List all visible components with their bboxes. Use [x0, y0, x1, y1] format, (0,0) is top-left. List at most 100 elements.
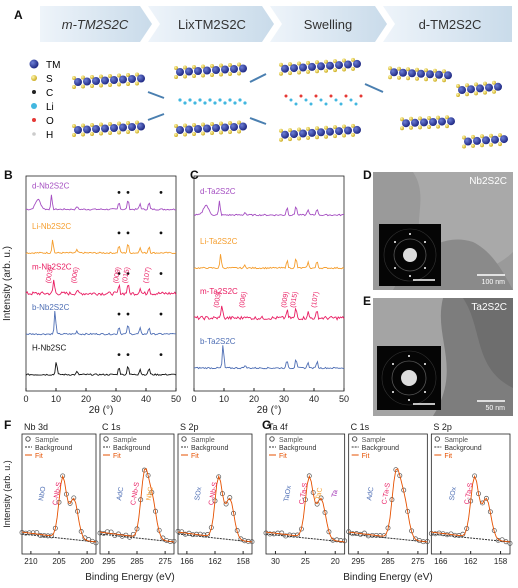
tm-atom: [438, 117, 446, 126]
spectrum-title: S 2p: [433, 422, 452, 432]
peak-marker: [117, 353, 121, 357]
data-point: [223, 501, 229, 507]
data-point: [216, 474, 222, 480]
sulfur-atom: [228, 121, 232, 125]
sulfur-atom: [418, 125, 422, 130]
sulfur-atom: [433, 77, 437, 82]
x-tick-label: 295: [102, 557, 116, 566]
data-point: [326, 529, 332, 535]
sulfur-atom: [72, 85, 76, 89]
sulfur-atom: [436, 115, 440, 120]
tm-atom: [212, 66, 220, 74]
tem-sample-label: Nb2S2C: [469, 176, 507, 187]
legend-label: Fit: [35, 453, 43, 460]
lithium-atom: [198, 98, 202, 102]
x-tick-label: 205: [52, 557, 66, 566]
tm-atom: [110, 76, 118, 84]
x-tick-label: 162: [464, 557, 478, 566]
sulfur-atom: [498, 142, 502, 147]
x-tick-label: 40: [309, 394, 319, 404]
legend-label: O: [46, 116, 54, 127]
legend-marker: [434, 436, 441, 442]
step-label: m-TM2S2C: [62, 17, 129, 32]
tm-atom: [185, 125, 193, 134]
panel-label-a: A: [14, 8, 23, 22]
lithium-atom: [213, 101, 217, 105]
sulfur-atom: [192, 74, 196, 78]
sulfur-atom: [81, 132, 85, 137]
tm-atom: [221, 65, 229, 74]
xrd-trace: [193, 254, 345, 270]
step-label: d-TM2S2C: [419, 17, 482, 32]
xrd-trace: [25, 239, 177, 255]
lithium-atom: [178, 98, 182, 102]
sulfur-atom: [442, 78, 446, 83]
peak-marker: [117, 231, 121, 235]
x-axis-label: 2θ (°): [89, 405, 114, 415]
tm-atom: [194, 125, 202, 133]
intercalant-atom: [354, 102, 358, 106]
tm-atom: [290, 130, 298, 139]
sulfur-atom: [480, 134, 484, 139]
miller-index: (015): [122, 267, 132, 284]
lithium-atom: [223, 101, 227, 105]
tm-atom: [317, 128, 325, 137]
x-tick-label: 10: [219, 394, 229, 404]
sulfur-atom: [480, 143, 484, 148]
tm-atom: [402, 119, 410, 128]
tm-atom: [408, 69, 416, 78]
sulfur-atom: [201, 64, 205, 69]
tm-atom: [482, 136, 490, 145]
trace-label: d-Nb2S2C: [32, 181, 70, 190]
sulfur-atom: [174, 75, 178, 79]
sulfur-atom: [492, 89, 496, 94]
tm-atom: [128, 123, 136, 131]
data-point: [381, 533, 387, 539]
sulfur-atom: [489, 142, 493, 147]
data-point: [346, 529, 352, 535]
x-tick-label: 0: [23, 394, 28, 404]
tm-atom: [221, 123, 229, 132]
tm-atom: [74, 78, 82, 86]
legend-label: H: [46, 130, 53, 141]
step-chevron-1: [40, 6, 152, 42]
sulfur-atom: [99, 83, 103, 88]
sulfur-atom: [237, 62, 241, 67]
lithium-atom: [208, 98, 212, 102]
fit-line: [348, 468, 428, 543]
sulfur-atom: [72, 133, 76, 137]
sulfur-atom: [228, 63, 232, 67]
peak-marker: [159, 312, 163, 316]
sulfur-atom: [117, 73, 121, 78]
spectrum-title: Ta 4f: [268, 422, 288, 432]
peak-label: C-Nb-S: [130, 481, 141, 506]
sulfur-atom: [406, 67, 410, 72]
sulfur-atom: [406, 76, 410, 81]
tm-atom: [399, 68, 407, 77]
sulfur-atom: [126, 73, 130, 77]
tm-atom: [281, 64, 289, 73]
sulfur-atom: [297, 61, 301, 66]
legend-label: Sample: [113, 437, 137, 444]
sulfur-atom: [474, 91, 478, 96]
x-tick-label: 20: [81, 394, 91, 404]
xrd-chart-c: 0 10 20 30 40 50 2θ (°) d-Ta2S2C Li-Ta2S2C m-Ta2S…: [191, 175, 349, 415]
sulfur-atom: [228, 72, 232, 76]
sulfur-atom: [192, 132, 196, 136]
layered-structures: [72, 57, 508, 149]
legend-label: Li: [46, 102, 54, 113]
tm-atom: [203, 124, 211, 133]
tm-atom: [326, 61, 334, 70]
peak-label: TaC: [315, 487, 324, 500]
legend-label: C: [46, 88, 53, 99]
legend-label: Fit: [279, 453, 287, 460]
x-tick-label: 0: [191, 394, 196, 404]
sulfur-atom: [465, 83, 469, 88]
sulfur-atom: [279, 128, 283, 133]
intercalant-atom: [309, 102, 313, 106]
step-label: Swelling: [304, 17, 352, 32]
panel-label-b: B: [4, 168, 13, 182]
sulfur-atom: [297, 136, 301, 141]
lithium-atom: [183, 101, 187, 105]
